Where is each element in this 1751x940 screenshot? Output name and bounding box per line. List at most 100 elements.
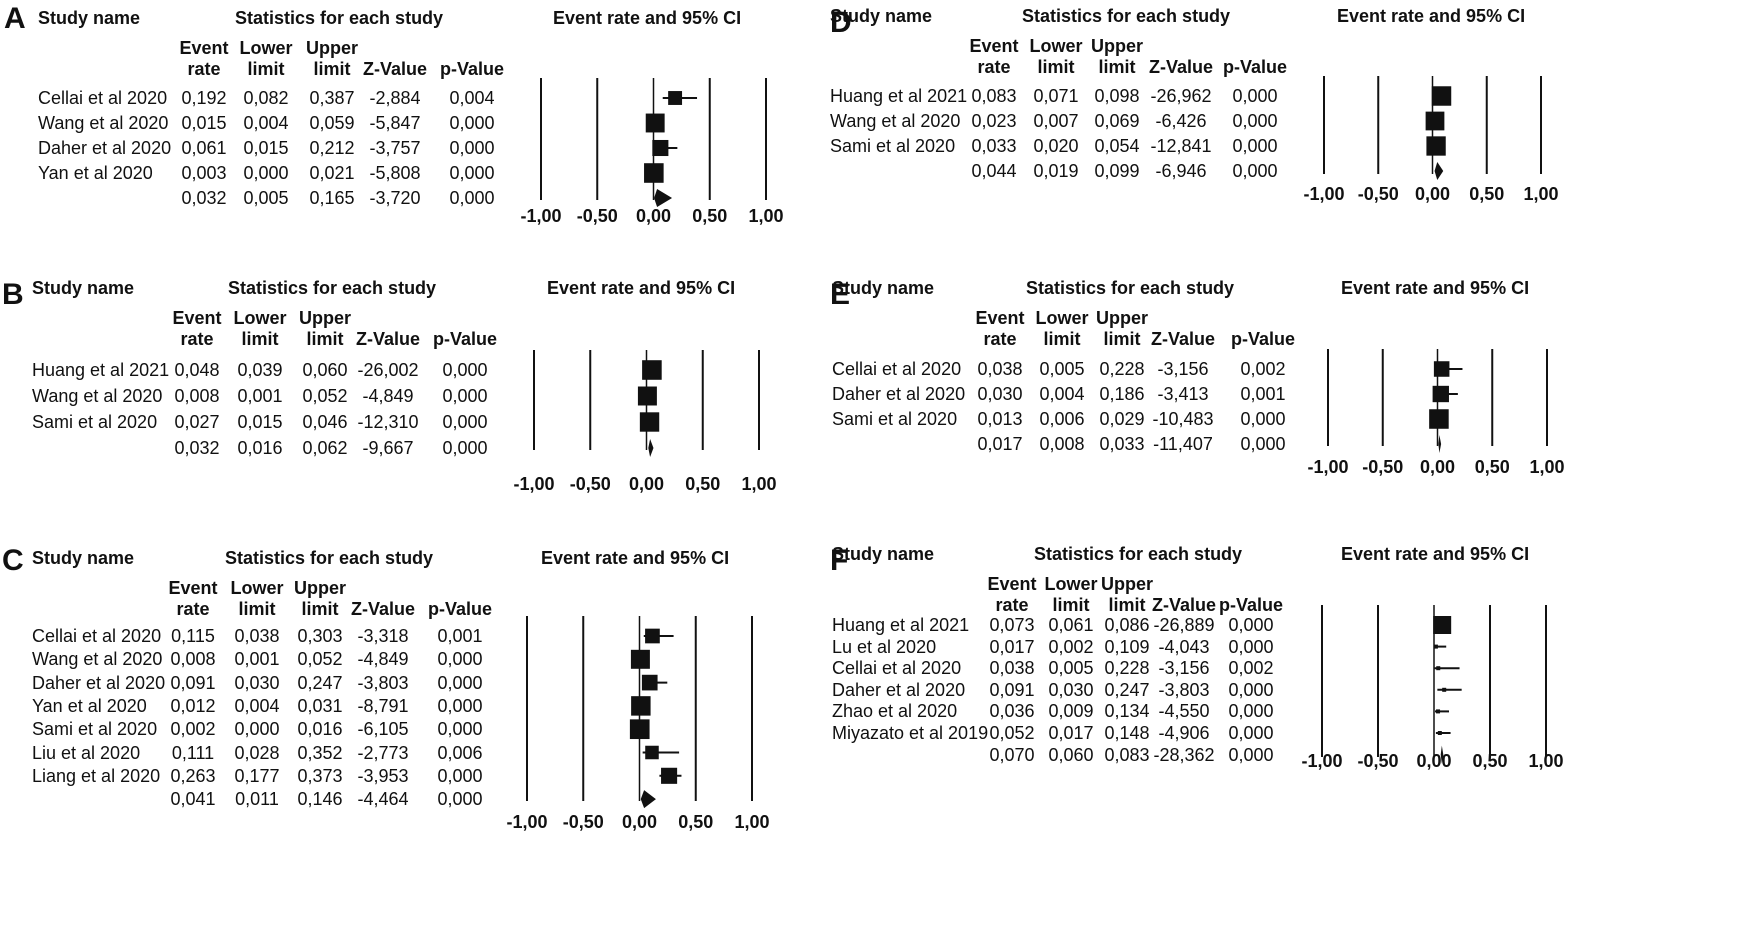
study-weight-square — [1426, 136, 1446, 156]
z-value-cell: -2,884 — [369, 88, 421, 108]
upper-limit-cell: 0,062 — [302, 438, 348, 458]
column-header-p-value: p-Value — [432, 329, 498, 349]
p-value-cell: 0,000 — [442, 438, 488, 458]
forest-panel-f: F Study name Statistics for each study Even… — [826, 540, 1656, 840]
event-rate-cell: 0,008 — [174, 386, 220, 406]
z-value-cell: -4,849 — [362, 386, 414, 406]
upper-limit-cell: 0,029 — [1099, 409, 1145, 429]
event-rate-cell: 0,003 — [181, 163, 227, 183]
p-value-cell: 0,000 — [437, 695, 483, 716]
study-weight-square — [645, 628, 660, 644]
pooled-estimate-diamond — [640, 790, 656, 809]
z-value-cell: -11,407 — [1153, 434, 1213, 454]
z-value-cell: -10,483 — [1152, 409, 1214, 429]
forest-panel-e: E Study name Statistics for each study Even… — [826, 270, 1656, 570]
upper-limit-cell: 0,146 — [297, 789, 343, 810]
z-value-cell: -4,849 — [357, 649, 409, 670]
study-name-cell: Huang et al 2021 — [832, 615, 970, 635]
column-header-p-value: p-Value — [1218, 595, 1284, 615]
study-name-cell: Cellai et al 2020 — [832, 658, 962, 679]
z-value-cell: -4,043 — [1158, 636, 1210, 657]
study-name-cell: Daher et al 2020 — [38, 138, 172, 158]
panel-letter: E — [830, 278, 851, 311]
study-name-cell: Wang et al 2020 — [32, 386, 163, 406]
lower-limit-cell: 0,177 — [234, 765, 280, 786]
lower-limit-cell: 0,016 — [237, 438, 283, 458]
forest-plot-area: -1,00 -0,50 0,00 0,50 1,00 — [1303, 76, 1559, 204]
z-value-cell: -5,808 — [369, 163, 421, 183]
lower-limit-cell: 0,004 — [234, 695, 280, 716]
study-name-cell: Lu et al 2020 — [832, 636, 937, 657]
header-event-rate-ci: Event rate and 95% CI — [1337, 6, 1526, 26]
study-weight-square — [645, 113, 665, 133]
study-weight-square — [645, 745, 659, 760]
header-study-name: Study name — [832, 278, 935, 298]
event-rate-cell: 0,044 — [971, 161, 1017, 181]
lower-limit-cell: 0,005 — [243, 188, 289, 208]
study-name-cell: Cellai et al 2020 — [832, 359, 962, 379]
z-value-cell: -3,953 — [357, 765, 409, 786]
header-study-name: Study name — [32, 278, 135, 298]
header-statistics: Statistics for each study — [1022, 6, 1231, 26]
upper-limit-cell: 0,148 — [1104, 723, 1150, 743]
panel-letter: C — [2, 544, 24, 577]
z-value-cell: -3,156 — [1158, 658, 1210, 679]
event-rate-cell: 0,061 — [181, 138, 227, 158]
x-tick-label: 0,00 — [622, 812, 657, 832]
z-value-cell: -26,002 — [357, 360, 419, 380]
header-statistics: Statistics for each study — [235, 8, 444, 28]
upper-limit-cell: 0,228 — [1099, 359, 1145, 379]
study-weight-square — [642, 360, 662, 380]
x-tick-label: 0,00 — [629, 474, 664, 494]
p-value-cell: 0,000 — [1232, 86, 1278, 106]
lower-limit-cell: 0,004 — [1039, 384, 1085, 404]
study-weight-square — [629, 719, 650, 740]
x-tick-label: -0,50 — [1362, 457, 1403, 477]
column-header-lower-limit: Lower limit — [1044, 574, 1098, 615]
lower-limit-cell: 0,001 — [234, 649, 280, 670]
upper-limit-cell: 0,247 — [1104, 679, 1150, 700]
header-study-name: Study name — [832, 544, 935, 564]
z-value-cell: -3,803 — [357, 672, 409, 693]
z-value-cell: -26,889 — [1153, 615, 1215, 635]
z-value-cell: -2,773 — [357, 742, 409, 763]
study-weight-square — [631, 696, 651, 716]
upper-limit-cell: 0,086 — [1104, 615, 1150, 635]
study-weight-square — [637, 386, 657, 406]
p-value-cell: 0,000 — [449, 113, 495, 133]
study-weight-square — [641, 674, 658, 691]
study-weight-square — [644, 163, 664, 183]
lower-limit-cell: 0,009 — [1048, 701, 1094, 722]
p-value-cell: 0,000 — [1232, 111, 1278, 131]
event-rate-cell: 0,033 — [971, 136, 1017, 156]
column-header-z-value: Z-Value — [355, 329, 421, 349]
p-value-cell: 0,000 — [1228, 679, 1274, 700]
x-tick-label: 0,50 — [1472, 751, 1507, 771]
column-header-p-value: p-Value — [427, 599, 493, 619]
p-value-cell: 0,000 — [449, 138, 495, 158]
lower-limit-cell: 0,028 — [234, 742, 280, 763]
event-rate-cell: 0,002 — [170, 719, 216, 740]
event-rate-cell: 0,008 — [170, 649, 216, 670]
column-header-upper-limit: Upper limit — [1095, 308, 1148, 349]
z-value-cell: -3,757 — [369, 138, 421, 158]
upper-limit-cell: 0,021 — [309, 163, 355, 183]
x-tick-label: -0,50 — [1358, 184, 1399, 204]
upper-limit-cell: 0,069 — [1094, 111, 1140, 131]
lower-limit-cell: 0,005 — [1039, 359, 1085, 379]
study-name-cell: Huang et al 2021 — [830, 86, 968, 106]
header-event-rate-ci: Event rate and 95% CI — [541, 548, 730, 568]
event-rate-cell: 0,032 — [174, 438, 220, 458]
forest-panel-a: A Study name Statistics for each study Even… — [0, 0, 830, 300]
x-tick-label: -1,00 — [520, 206, 561, 226]
p-value-cell: 0,004 — [449, 88, 495, 108]
lower-limit-cell: 0,060 — [1048, 744, 1094, 765]
x-tick-label: -0,50 — [570, 474, 611, 494]
p-value-cell: 0,000 — [437, 719, 483, 740]
study-weight-square — [661, 767, 678, 784]
p-value-cell: 0,000 — [1228, 701, 1274, 722]
panel-letter: B — [2, 278, 24, 311]
column-header-event-rate: Event rate — [969, 36, 1019, 77]
event-rate-cell: 0,023 — [971, 111, 1017, 131]
p-value-cell: 0,000 — [437, 649, 483, 670]
